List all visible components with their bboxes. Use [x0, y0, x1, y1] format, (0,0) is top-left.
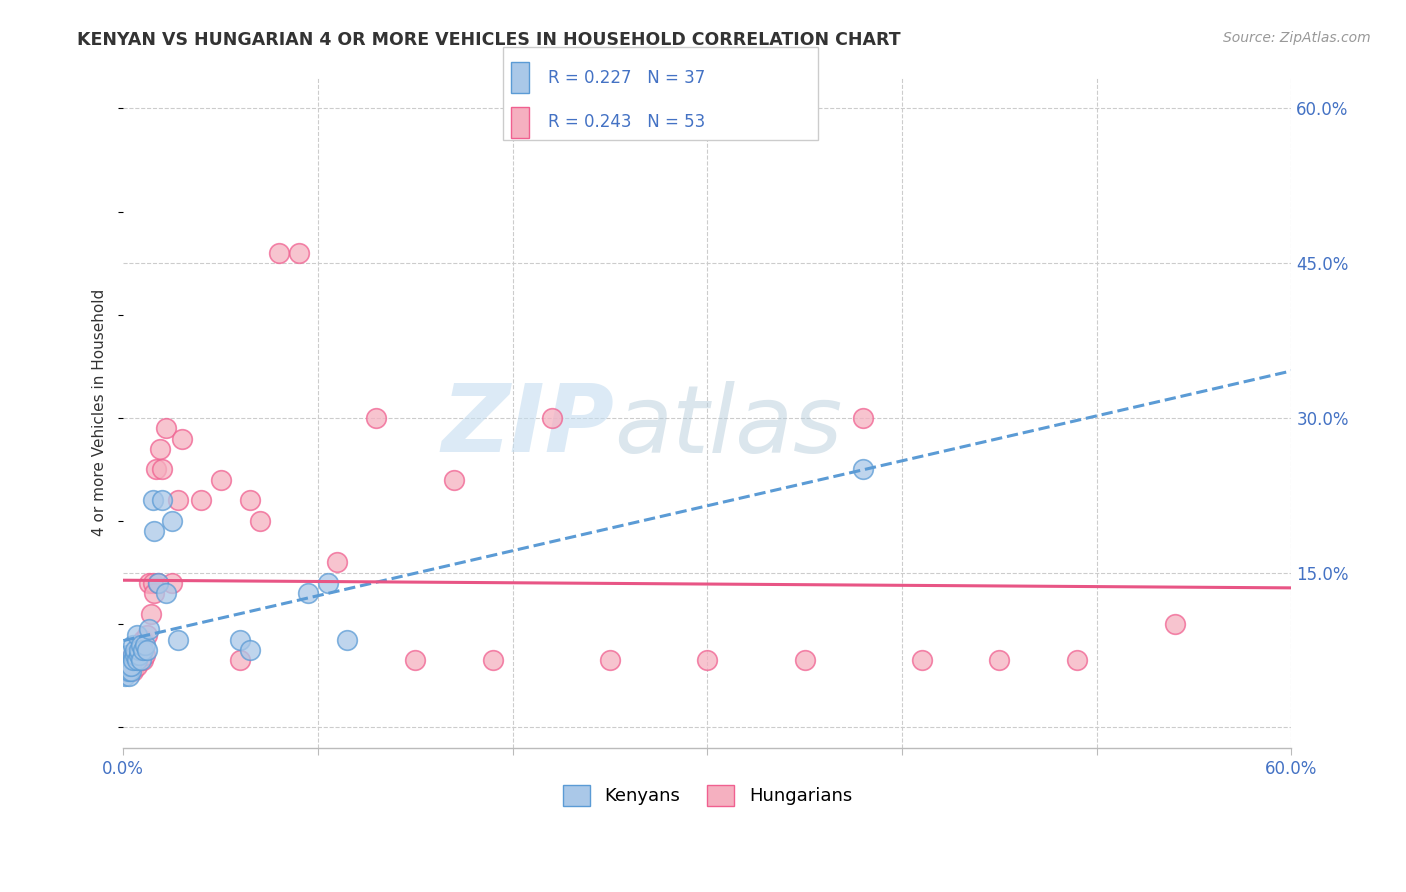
- Point: [229, 653, 252, 667]
- Point: [852, 462, 875, 476]
- Point: [141, 576, 163, 591]
- Point: [129, 653, 152, 667]
- Point: [366, 410, 388, 425]
- Point: [128, 638, 150, 652]
- Point: [124, 653, 146, 667]
- Point: [122, 638, 145, 652]
- Point: [316, 576, 339, 591]
- Point: [128, 648, 150, 663]
- Point: [160, 514, 183, 528]
- Text: R = 0.243   N = 53: R = 0.243 N = 53: [548, 113, 706, 131]
- Point: [326, 555, 349, 569]
- Point: [132, 632, 155, 647]
- Point: [482, 653, 505, 667]
- Point: [540, 410, 562, 425]
- Point: [229, 632, 252, 647]
- Text: atlas: atlas: [614, 381, 842, 472]
- Point: [120, 658, 142, 673]
- Point: [139, 607, 162, 621]
- Point: [155, 421, 177, 435]
- Point: [135, 627, 157, 641]
- Point: [852, 410, 875, 425]
- Point: [125, 658, 148, 673]
- Point: [209, 473, 232, 487]
- Point: [120, 664, 142, 678]
- Point: [145, 462, 167, 476]
- Point: [404, 653, 426, 667]
- Text: ZIP: ZIP: [441, 380, 614, 472]
- Point: [793, 653, 815, 667]
- Point: [1163, 617, 1185, 632]
- Point: [122, 664, 145, 678]
- Point: [114, 658, 136, 673]
- Point: [135, 643, 157, 657]
- Point: [599, 653, 621, 667]
- Point: [120, 653, 142, 667]
- Point: [118, 653, 141, 667]
- Point: [134, 648, 156, 663]
- Point: [124, 648, 146, 663]
- Point: [297, 586, 319, 600]
- Point: [134, 638, 156, 652]
- Point: [267, 245, 290, 260]
- Point: [443, 473, 465, 487]
- Point: [249, 514, 271, 528]
- Point: [115, 658, 138, 673]
- Point: [287, 245, 309, 260]
- Point: [148, 576, 170, 591]
- Point: [128, 643, 150, 657]
- Point: [988, 653, 1011, 667]
- Point: [118, 664, 141, 678]
- Legend: Kenyans, Hungarians: Kenyans, Hungarians: [555, 778, 859, 813]
- Point: [122, 648, 145, 663]
- Text: KENYAN VS HUNGARIAN 4 OR MORE VEHICLES IN HOUSEHOLD CORRELATION CHART: KENYAN VS HUNGARIAN 4 OR MORE VEHICLES I…: [77, 31, 901, 49]
- Point: [125, 653, 148, 667]
- Point: [122, 648, 145, 663]
- Point: [696, 653, 718, 667]
- Point: [1066, 653, 1088, 667]
- Point: [336, 632, 359, 647]
- Point: [114, 664, 136, 678]
- Point: [143, 524, 166, 539]
- Point: [124, 648, 146, 663]
- Point: [115, 648, 138, 663]
- Point: [166, 493, 188, 508]
- Point: [128, 653, 150, 667]
- Point: [141, 493, 163, 508]
- Point: [129, 638, 152, 652]
- Point: [118, 664, 141, 678]
- Point: [166, 632, 188, 647]
- Point: [239, 643, 262, 657]
- Point: [239, 493, 262, 508]
- Point: [150, 462, 173, 476]
- Y-axis label: 4 or more Vehicles in Household: 4 or more Vehicles in Household: [93, 289, 107, 536]
- Point: [125, 643, 148, 657]
- Point: [118, 669, 141, 683]
- Point: [122, 653, 145, 667]
- Point: [910, 653, 932, 667]
- Point: [132, 653, 155, 667]
- Point: [120, 658, 142, 673]
- Text: Source: ZipAtlas.com: Source: ZipAtlas.com: [1223, 31, 1371, 45]
- Point: [115, 664, 138, 678]
- Point: [149, 442, 172, 456]
- Point: [138, 576, 160, 591]
- Point: [125, 627, 148, 641]
- Point: [143, 586, 166, 600]
- Point: [160, 576, 183, 591]
- Point: [190, 493, 212, 508]
- Point: [150, 493, 173, 508]
- Point: [129, 648, 152, 663]
- Point: [138, 623, 160, 637]
- Point: [132, 643, 155, 657]
- Point: [124, 643, 146, 657]
- Text: R = 0.227   N = 37: R = 0.227 N = 37: [548, 69, 706, 87]
- Point: [155, 586, 177, 600]
- Point: [148, 576, 170, 591]
- Point: [170, 432, 193, 446]
- Point: [129, 643, 152, 657]
- Point: [118, 658, 141, 673]
- Point: [114, 669, 136, 683]
